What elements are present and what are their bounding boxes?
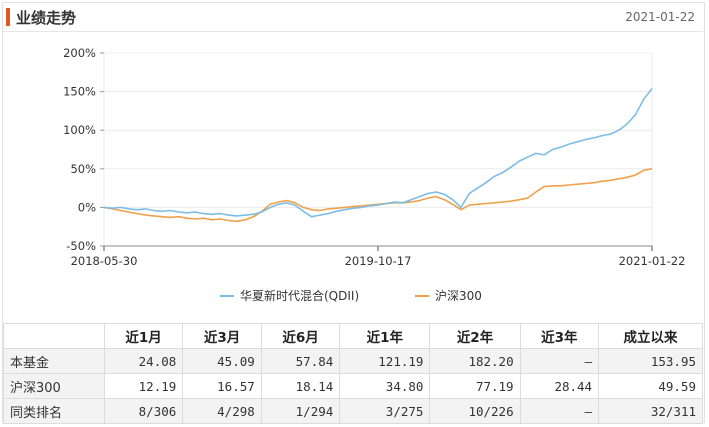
panel-header: 业绩走势 2021-01-22	[3, 3, 703, 32]
x-tick-label: 2018-05-30	[71, 254, 138, 268]
column-header[interactable]: 近2年	[429, 323, 521, 349]
legend-label: 华夏新时代混合(QDII)	[240, 288, 359, 303]
legend-label: 沪深300	[435, 289, 482, 303]
table-cell: 8/306	[103, 398, 184, 424]
performance-table: 近1月 近3月 近6月 近1年 近2年 近3年 成立以来 本基金 24.08 4…	[3, 323, 703, 424]
table-row: 沪深300 12.19 16.57 18.14 34.80 77.19 28.4…	[3, 373, 703, 399]
chart-series	[103, 88, 653, 223]
table-corner	[3, 323, 105, 349]
table-cell: 153.95	[598, 348, 703, 374]
plot-area	[103, 52, 653, 247]
y-tick-label: 150%	[63, 85, 96, 99]
table-row: 本基金 24.08 45.09 57.84 121.19 182.20 — 15…	[3, 348, 703, 374]
chart-legend: 华夏新时代混合(QDII) 沪深300	[220, 288, 482, 303]
table-cell: 121.19	[339, 348, 431, 374]
y-tick-label: 0%	[78, 200, 96, 214]
table-cell: —	[519, 398, 600, 424]
x-tick-label: 2021-01-22	[619, 254, 686, 268]
table-cell: 12.19	[103, 373, 184, 399]
row-label: 同类排名	[3, 398, 105, 424]
table-cell: 24.08	[103, 348, 184, 374]
header-accent-bar	[6, 8, 10, 26]
table-cell: 57.84	[260, 348, 341, 374]
y-axis-ticks: 200% 150% 100% 50% 0% -50%	[63, 46, 104, 253]
performance-chart: 200% 150% 100% 50% 0% -50% 2018-05-30 2019-10-…	[63, 46, 686, 303]
table-cell: 18.14	[260, 373, 341, 399]
header-date: 2021-01-22	[625, 10, 695, 24]
table-cell: 10/226	[429, 398, 521, 424]
table-cell: 28.44	[519, 373, 600, 399]
y-tick-label: 50%	[70, 162, 96, 176]
table-cell: 34.80	[339, 373, 431, 399]
column-header[interactable]: 近1年	[339, 323, 431, 349]
x-axis-ticks: 2018-05-30 2019-10-17 2021-01-22	[71, 245, 686, 268]
table-cell: 77.19	[429, 373, 521, 399]
y-tick-label: 200%	[63, 46, 96, 60]
row-label: 本基金	[3, 348, 105, 374]
table-cell: 182.20	[429, 348, 521, 374]
y-tick-label: 100%	[63, 123, 96, 137]
fund-series-line	[103, 88, 653, 218]
row-label: 沪深300	[3, 373, 105, 399]
column-header[interactable]: 成立以来	[598, 323, 703, 349]
chart-grid	[103, 52, 653, 247]
column-header[interactable]: 近1月	[103, 323, 184, 349]
column-header[interactable]: 近3年	[519, 323, 600, 349]
table-cell: 49.59	[598, 373, 703, 399]
table-header-row: 近1月 近3月 近6月 近1年 近2年 近3年 成立以来	[3, 323, 703, 349]
panel-title: 业绩走势	[16, 9, 77, 27]
x-tick-label: 2019-10-17	[345, 254, 412, 268]
table-cell: 16.57	[182, 373, 262, 399]
y-tick-label: -50%	[66, 239, 96, 253]
column-header[interactable]: 近6月	[260, 323, 341, 349]
table-row: 同类排名 8/306 4/298 1/294 3/275 10/226 — 32…	[3, 398, 703, 424]
column-header[interactable]: 近3月	[182, 323, 262, 349]
table-cell: 1/294	[260, 398, 341, 424]
table-cell: —	[519, 348, 600, 374]
table-cell: 4/298	[182, 398, 262, 424]
table-cell: 32/311	[598, 398, 703, 424]
table-cell: 3/275	[339, 398, 431, 424]
table-cell: 45.09	[182, 348, 262, 374]
